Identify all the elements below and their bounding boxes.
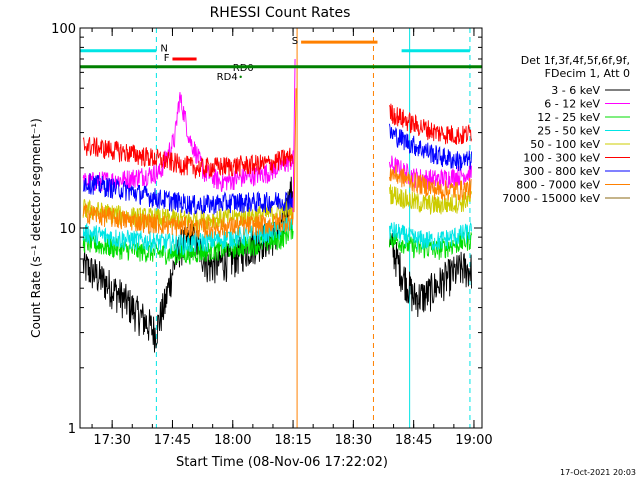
x-tick-label-0: 17:30 (93, 433, 130, 448)
series-3-post (389, 221, 472, 251)
legend: Det 1f,3f,4f,5f,6f,9f,FDecim 1, Att 0 3 -… (502, 54, 630, 205)
series-7-pre (82, 203, 294, 239)
flare-spike-2 (293, 88, 297, 213)
x-axis-label: Start Time (08-Nov-06 17:22:02) (176, 455, 388, 470)
legend-entry-7: 800 - 7000 keV (516, 179, 600, 192)
legend-entry-2: 12 - 25 keV (537, 111, 600, 124)
legend-entry-1: 6 - 12 keV (544, 98, 600, 111)
series-6-post (389, 123, 472, 172)
x-tick-label-2: 18:00 (214, 433, 251, 448)
series-1-pre (82, 92, 294, 193)
y-axis-label: Count Rate (s⁻¹ detector segment⁻¹) (29, 118, 43, 338)
legend-entry-5: 100 - 300 keV (523, 152, 600, 165)
state-label-2: N (160, 43, 167, 54)
x-tick-label-6: 19:00 (455, 433, 492, 448)
state-label-5: RD4 (217, 72, 238, 83)
series-6-pre (82, 173, 294, 215)
timestamp: 17-Oct-2021 20:03 (560, 468, 636, 477)
legend-entry-3: 25 - 50 keV (537, 125, 600, 138)
legend-entry-4: 50 - 100 keV (530, 138, 600, 151)
x-tick-label-4: 18:30 (335, 433, 372, 448)
rd4-marker (239, 75, 242, 79)
x-tick-label-1: 17:45 (154, 433, 191, 448)
series-0-post (389, 233, 472, 318)
chart-title: RHESSI Count Rates (210, 5, 351, 21)
y-tick-label-2: 100 (51, 22, 76, 37)
y-tick-label-0: 1 (68, 422, 76, 437)
x-tick-label-3: 18:15 (274, 433, 311, 448)
legend-header-0: Det 1f,3f,4f,5f,6f,9f, (521, 54, 630, 67)
x-tick-label-5: 18:45 (395, 433, 432, 448)
series-7-post (389, 164, 472, 201)
series-4-pre (82, 198, 294, 232)
flare-spike (292, 58, 296, 213)
series-lines (82, 58, 472, 353)
legend-entry-0: 3 - 6 keV (551, 84, 600, 97)
state-label-4: RD0 (233, 63, 254, 74)
legend-header-1: FDecim 1, Att 0 (545, 67, 630, 80)
series-4-post (389, 184, 472, 215)
axis-ticks: 17:30 17:45 18:00 18:15 18:30 18:45 19:00 1 10 10… (51, 22, 493, 448)
series-5-post (389, 103, 472, 145)
state-label-6: S (292, 36, 298, 47)
legend-entry-8: 7000 - 15000 keV (502, 192, 600, 205)
state-label-3: F (164, 53, 170, 64)
y-tick-label-1: 10 (59, 222, 76, 237)
legend-entry-6: 300 - 800 keV (523, 165, 600, 178)
series-5-pre (82, 136, 294, 179)
